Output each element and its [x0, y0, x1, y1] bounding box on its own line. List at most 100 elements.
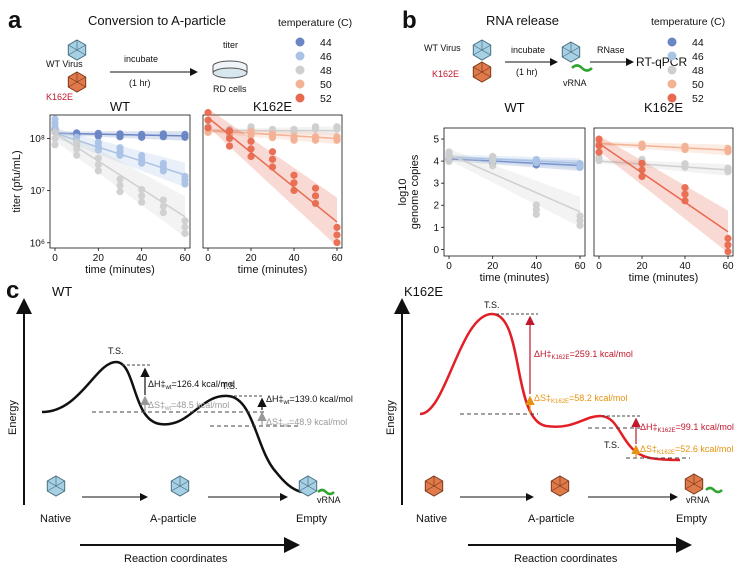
data-point-50: [290, 133, 298, 141]
data-point-48: [73, 151, 81, 159]
k162e-diagram-title: K162E: [404, 284, 443, 299]
wt-ts1-label: T.S.: [108, 346, 124, 356]
data-point-52: [333, 223, 341, 231]
panel-c-label: c: [6, 277, 19, 304]
legend-label-52: 52: [320, 93, 332, 105]
data-point-52: [290, 171, 298, 179]
legend-marker-46: [667, 51, 677, 61]
data-point-48: [73, 138, 81, 147]
data-point-52: [247, 152, 255, 161]
data-point-48: [445, 148, 453, 156]
data-point-52: [290, 186, 298, 194]
b-incubate-label: incubate: [511, 45, 545, 55]
k162e-ts1-label: T.S.: [484, 300, 500, 310]
wt-empty-icon: [298, 475, 318, 497]
data-point-48: [116, 175, 124, 183]
data-point-48: [51, 128, 59, 136]
y-tick-label: 3: [433, 179, 439, 190]
data-point-44: [159, 130, 167, 138]
petri-dish-icon: [212, 60, 248, 79]
data-point-46: [94, 138, 102, 147]
data-point-48: [94, 167, 102, 175]
data-point-52: [290, 179, 298, 187]
fit-line-46: [448, 155, 581, 165]
legend-label-48: 48: [692, 65, 704, 77]
legend-marker-52: [667, 93, 677, 103]
legend-label-44: 44: [692, 37, 704, 49]
data-point-50: [638, 140, 646, 148]
x-axis-label: time (minutes): [480, 272, 550, 284]
chart-a-K162E: K162E 0 20 40 60 time (minutes): [202, 99, 343, 276]
wt-aparticle-label: A-particle: [150, 513, 196, 525]
wt-reaction-label: Reaction coordinates: [124, 553, 228, 565]
a-titer-label: titer: [223, 40, 238, 50]
k162e-ds1: ΔS‡K162E=58.2 kcal/mol: [534, 393, 627, 405]
a-legend: temperature (C) 44 46 48 50 52: [278, 17, 352, 105]
k162e-vrna-label: vRNA: [686, 495, 710, 505]
data-point-48: [116, 188, 124, 196]
data-point-52: [638, 166, 646, 174]
data-point-52: [225, 142, 234, 150]
x-axis-label: time (minutes): [238, 264, 308, 276]
data-point-52: [247, 145, 255, 153]
data-point-48: [576, 212, 584, 220]
x-tick-label: 20: [636, 261, 648, 272]
x-tick-label: 40: [679, 261, 691, 272]
panel-b-label: b: [402, 7, 417, 34]
fit-line-52: [598, 142, 729, 233]
data-point-48: [138, 185, 146, 194]
k162e-ts2-label: T.S.: [604, 440, 620, 450]
b-wt-virus-icon: [472, 39, 492, 61]
legend-marker-48: [295, 65, 305, 75]
y-axis-label: titer (pfu/mL): [11, 150, 23, 212]
wt-ds2: ΔS‡wt=48.9 kcal/mol: [266, 417, 347, 429]
x-tick-label: 60: [179, 253, 191, 264]
data-point-44: [116, 130, 124, 138]
legend-marker-52: [295, 93, 305, 103]
data-point-48: [159, 196, 167, 204]
a-incubate-label: incubate: [124, 54, 158, 64]
k162e-vrna-icon: [705, 486, 723, 494]
b-rnase-label: RNase: [597, 45, 625, 55]
x-tick-label: 0: [52, 253, 58, 264]
data-point-52: [225, 127, 234, 135]
plot-frame: [49, 114, 191, 249]
data-point-52: [724, 247, 732, 256]
y-tick-label: 1: [433, 223, 439, 234]
chart-title: WT: [504, 100, 524, 115]
k162e-reaction-label: Reaction coordinates: [514, 553, 618, 565]
x-axis-label: time (minutes): [629, 272, 699, 284]
data-point-52: [638, 172, 646, 181]
data-point-48: [181, 223, 189, 231]
data-point-48: [138, 192, 146, 200]
a-incubate-time: (1 hr): [129, 78, 151, 88]
y-tick-label: 0: [433, 245, 439, 256]
data-point-48: [311, 123, 320, 131]
wt-ts2-label: T.S.: [222, 381, 238, 391]
y-tick-label: 2: [433, 201, 439, 212]
x-tick-label: 60: [331, 253, 343, 264]
b-vrna-label: vRNA: [563, 78, 587, 88]
data-point-52: [724, 241, 732, 249]
data-point-52: [333, 238, 341, 247]
wt-energy-curve: [41, 360, 303, 494]
data-point-44: [138, 130, 146, 138]
data-point-48: [181, 217, 189, 225]
k162e-empty-icon: [684, 473, 704, 495]
legend-label-52: 52: [692, 93, 704, 105]
data-point-52: [247, 137, 255, 145]
data-point-48: [116, 181, 124, 190]
data-point-46: [159, 159, 167, 167]
a-rd-cells-label: RD cells: [213, 84, 247, 94]
fit-line-48: [598, 160, 729, 171]
x-tick-label: 20: [93, 253, 105, 264]
y-axis-label: log10: [397, 179, 409, 206]
data-point-52: [595, 142, 603, 150]
k162e-energy-diagram: K162E Energy Reaction coordinates T.S. T…: [385, 284, 734, 565]
wt-energy-label: Energy: [7, 400, 19, 435]
data-point-46: [116, 144, 124, 152]
data-point-48: [532, 201, 540, 209]
data-point-48: [333, 123, 341, 131]
